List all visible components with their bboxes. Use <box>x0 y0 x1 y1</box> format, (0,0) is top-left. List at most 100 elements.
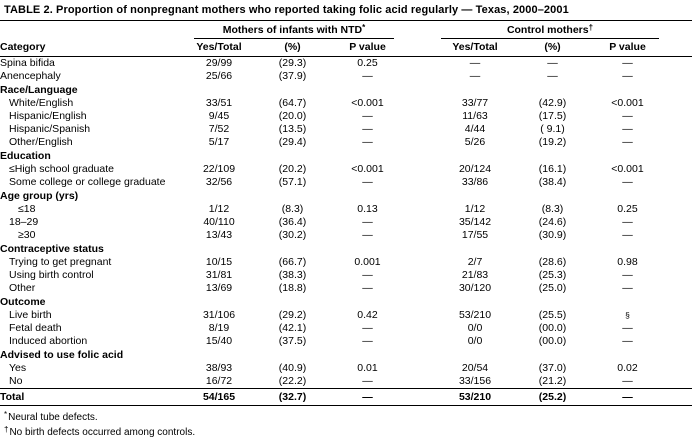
cell-control-percent <box>515 242 590 256</box>
cell-ntd-p-value <box>335 189 400 203</box>
row-label: Hispanic/English <box>9 110 87 122</box>
cell-ntd-yes-total: 16/72 <box>205 375 233 387</box>
cell-gap <box>400 295 435 309</box>
cell-spacer <box>665 362 692 375</box>
cell-control-p-value: — <box>622 136 633 148</box>
row-label: Spina bifida <box>0 57 55 69</box>
cell-ntd-percent: (38.3) <box>278 269 307 281</box>
table-row: 18–29 40/110 (36.4) — 35/142 (24.6) — <box>0 216 692 229</box>
cell-ntd-p-value: — <box>362 176 373 188</box>
cell-spacer <box>665 256 692 269</box>
cell-ntd-yes-total: 38/93 <box>205 362 233 374</box>
table-row: ≤High school graduate 22/109 (20.2) <0.0… <box>0 163 692 176</box>
cell-ntd-percent: (37.9) <box>278 70 307 82</box>
cell-ntd-percent: (40.9) <box>278 362 307 374</box>
cell-control-yes-total: 11/63 <box>462 110 488 122</box>
cell-gap <box>400 216 435 229</box>
cell-control-percent <box>515 348 590 362</box>
cell-ntd-percent <box>250 189 335 203</box>
cell-ntd-p-value: 0.001 <box>354 256 381 268</box>
group-header-control-text: Control mothers <box>506 24 589 36</box>
cell-control-percent: (16.1) <box>538 163 567 175</box>
cell-control-p-value: § <box>625 310 630 320</box>
cell-control-yes-total: 53/210 <box>458 309 492 321</box>
cell-ntd-yes-total: 31/81 <box>205 269 233 281</box>
row-category-cell: Advised to use folic acid <box>0 348 188 362</box>
cell-control-yes-total <box>435 149 515 163</box>
cell-ntd-p-value: — <box>362 269 373 281</box>
cell-control-percent: (17.5) <box>538 110 567 122</box>
table-row: Live birth 31/106 (29.2) 0.42 53/210 (25… <box>0 309 692 322</box>
cell-control-yes-total: 35/142 <box>458 216 492 228</box>
cell-control-p-value: — <box>622 123 633 135</box>
row-label: Induced abortion <box>9 335 88 347</box>
cell-ntd-percent <box>250 348 335 362</box>
cell-control-yes-total: 0/0 <box>467 335 483 347</box>
row-label: Trying to get pregnant <box>9 256 112 268</box>
cell-ntd-p-value: — <box>362 229 373 241</box>
table-row: Some college or college graduate 32/56 (… <box>0 176 692 189</box>
cell-ntd-p-value: 0.42 <box>357 309 378 321</box>
row-category-cell: ≤18 <box>0 203 188 216</box>
table-row: Total 54/165 (32.7) — 53/210 (25.2) — <box>0 388 692 406</box>
row-category-cell: Anencephaly <box>0 70 188 83</box>
row-category-cell: Contraceptive status <box>0 242 188 256</box>
cell-control-percent: (25.2) <box>515 388 590 406</box>
cell-control-yes-total: 2/7 <box>467 256 483 268</box>
cell-ntd-yes-total <box>188 348 250 362</box>
cell-ntd-yes-total: 54/165 <box>188 388 250 406</box>
cell-control-percent: (00.0) <box>538 322 567 334</box>
group-header-control: Control mothers† <box>435 21 665 39</box>
cell-spacer <box>665 229 692 242</box>
table-row: White/English 33/51 (64.7) <0.001 33/77 … <box>0 97 692 110</box>
cell-control-p-value: 0.98 <box>617 256 638 268</box>
cell-ntd-yes-total <box>188 295 250 309</box>
cell-gap <box>400 176 435 189</box>
cell-spacer <box>665 309 692 322</box>
row-category-cell: White/English <box>0 97 188 110</box>
table-title: TABLE 2. Proportion of nonpregnant mothe… <box>0 0 692 21</box>
row-category-cell: No <box>0 375 188 389</box>
column-header-ntd-yes-total: Yes/Total <box>188 39 250 57</box>
cell-control-percent: (24.6) <box>538 216 567 228</box>
table-row: Outcome <box>0 295 692 309</box>
cell-control-percent: (37.0) <box>538 362 567 374</box>
row-category-cell: Hispanic/Spanish <box>0 123 188 136</box>
cell-ntd-percent: (13.5) <box>278 123 307 135</box>
cell-control-percent: (8.3) <box>541 203 564 215</box>
cell-gap <box>400 282 435 295</box>
cell-gap <box>400 322 435 335</box>
group-header-ntd: Mothers of infants with NTD* <box>188 21 400 39</box>
cell-ntd-yes-total: 8/19 <box>208 322 230 334</box>
cell-spacer <box>665 110 692 123</box>
cell-control-yes-total: — <box>469 57 481 69</box>
cell-gap <box>400 57 435 71</box>
row-label: ≤18 <box>18 203 36 215</box>
cell-ntd-p-value: 0.13 <box>357 203 378 215</box>
cell-control-yes-total <box>435 348 515 362</box>
cell-spacer <box>665 335 692 348</box>
cell-control-p-value <box>590 149 665 163</box>
cell-control-p-value: 0.02 <box>617 362 638 374</box>
cell-control-percent <box>515 83 590 97</box>
footnote-marker: † <box>4 425 9 434</box>
table-row: Anencephaly 25/66 (37.9) — — — — <box>0 70 692 83</box>
cell-control-p-value: — <box>622 335 633 347</box>
cell-gap <box>400 229 435 242</box>
cell-control-p-value <box>590 348 665 362</box>
cell-control-p-value: — <box>622 282 633 294</box>
cell-gap <box>400 203 435 216</box>
row-category-cell: Using birth control <box>0 269 188 282</box>
row-category-cell: Race/Language <box>0 83 188 97</box>
cell-spacer <box>665 282 692 295</box>
footnote-text: No birth defects occurred among controls… <box>9 427 196 437</box>
cell-ntd-yes-total <box>188 149 250 163</box>
row-label: Age group (yrs) <box>0 190 79 202</box>
cell-ntd-p-value: — <box>362 375 373 387</box>
table-row: ≤18 1/12 (8.3) 0.13 1/12 (8.3) 0.25 <box>0 203 692 216</box>
group-header-row: Mothers of infants with NTD* Control mot… <box>0 21 692 39</box>
table-row: Race/Language <box>0 83 692 97</box>
cell-spacer <box>665 375 692 389</box>
cell-control-percent <box>515 149 590 163</box>
row-category-cell: Hispanic/English <box>0 110 188 123</box>
